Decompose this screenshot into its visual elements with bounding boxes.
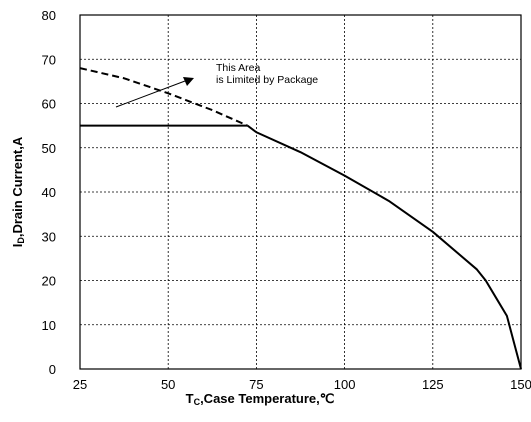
annotation-line-2: is Limited by Package	[216, 74, 318, 86]
x-tick-label: 50	[161, 377, 175, 392]
x-tick-label: 25	[73, 377, 87, 392]
y-tick-label: 50	[42, 141, 56, 156]
x-tick-labels: 25 50 75 100 125 150	[73, 377, 531, 392]
x-tick-label: 100	[334, 377, 356, 392]
y-tick-label: 80	[42, 8, 56, 23]
series-line-2-solid	[246, 124, 522, 370]
x-tick-label: 75	[249, 377, 263, 392]
grid-lines	[80, 15, 521, 369]
y-tick-label: 40	[42, 185, 56, 200]
plot-frame	[79, 14, 522, 370]
x-tick-label: 150	[510, 377, 531, 392]
series-group	[79, 67, 522, 370]
y-tick-label: 0	[49, 362, 56, 377]
y-tick-labels: 0 10 20 30 40 50 60 70 80	[42, 8, 56, 377]
y-tick-label: 60	[42, 97, 56, 112]
x-axis-title: TC,Case Temperature,℃	[186, 391, 335, 407]
y-tick-label: 20	[42, 274, 56, 289]
y-tick-label: 10	[42, 318, 56, 333]
y-axis-title: ID,Drain Current,A	[10, 136, 26, 247]
annotation-arrow	[115, 80, 186, 108]
series-line-0-dashed	[79, 67, 248, 127]
y-tick-label: 30	[42, 229, 56, 244]
annotation: This Area is Limited by Package	[115, 62, 318, 108]
annotation-arrowhead	[183, 77, 194, 86]
y-tick-label: 70	[42, 52, 56, 67]
annotation-line-1: This Area	[216, 62, 261, 74]
x-tick-label: 125	[422, 377, 444, 392]
